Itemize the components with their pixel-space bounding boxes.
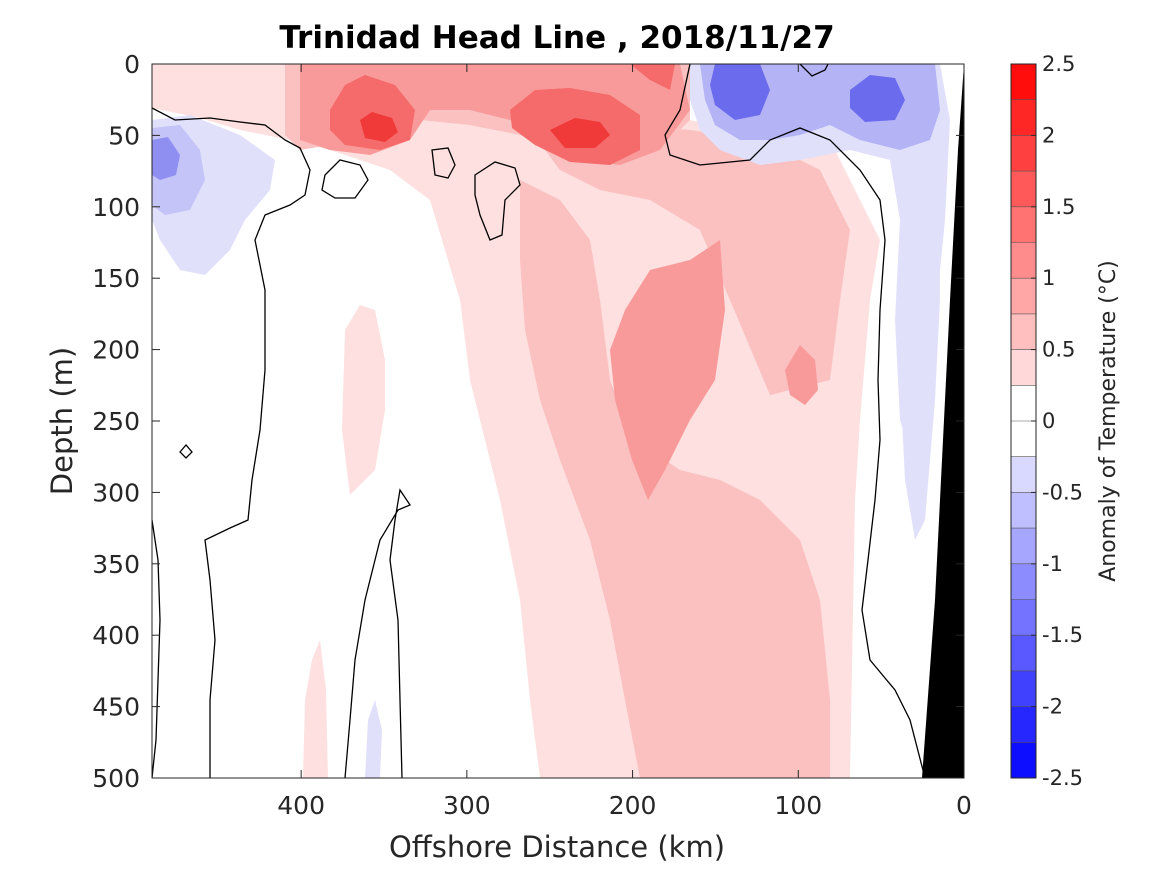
colorbar-bin <box>1011 313 1036 351</box>
colorbar-bin <box>1011 349 1036 386</box>
colorbar-bin <box>1011 635 1036 672</box>
warm-region-2-to-2.5-west <box>360 112 398 142</box>
cool-region-core-140km <box>710 64 770 120</box>
x-tick-label: 400 <box>277 791 325 820</box>
colorbar-tick-label: 0.5 <box>1042 338 1075 362</box>
colorbar: 2.5 2 1.5 1 0.5 0 -0.5 -1 -1.5 -2 -2.5 <box>1010 52 1083 790</box>
cool-region-deep-column <box>365 700 382 778</box>
colorbar-bin <box>1011 206 1036 243</box>
y-tick-label: 250 <box>92 407 140 436</box>
colorbar-bin <box>1011 563 1036 600</box>
y-tick-label: 0 <box>124 50 140 79</box>
colorbar-bin <box>1011 64 1036 101</box>
x-tick-label: 100 <box>774 791 822 820</box>
colorbar-bin <box>1011 171 1036 208</box>
y-tick-label: 350 <box>92 550 140 579</box>
y-tick-label: 500 <box>92 764 140 793</box>
y-axis: 0 50 100 150 200 250 300 350 400 450 500 <box>92 50 964 793</box>
colorbar-bin <box>1011 135 1036 172</box>
colorbar-tick-label: 1 <box>1042 266 1055 290</box>
colorbar-label: Anomaly of Temperature (°C) <box>1096 260 1121 582</box>
colorbar-tick-label: -1 <box>1042 552 1063 576</box>
zero-contour-loop-4 <box>179 444 193 459</box>
warm-region-0-to-0.5-deep <box>303 640 328 778</box>
x-tick-label: 0 <box>956 791 972 820</box>
zero-contour-lines <box>152 64 926 778</box>
warm-region-0.5-to-1-upper <box>530 125 850 395</box>
colorbar-bin <box>1011 492 1036 529</box>
y-axis-label: Depth (m) <box>45 347 79 495</box>
colorbar-tick-label: 2.5 <box>1042 52 1075 76</box>
colorbar-bin <box>1011 242 1036 279</box>
warm-anomaly-regions <box>152 64 880 778</box>
x-axis: 400 300 200 100 0 <box>277 64 972 820</box>
colorbar-bin <box>1011 421 1036 458</box>
zero-contour-upper-east <box>664 64 926 778</box>
colorbar-bin <box>1011 742 1036 779</box>
y-tick-label: 400 <box>92 621 140 650</box>
x-axis-label: Offshore Distance (km) <box>389 830 725 864</box>
warm-region-1-to-1.5-small <box>785 345 818 405</box>
x-tick-label: 200 <box>609 791 657 820</box>
cool-region-offshore-strong <box>152 137 180 180</box>
colorbar-tick-label: -0.5 <box>1042 480 1083 504</box>
warm-region-2-to-2.5-east <box>550 118 610 148</box>
zero-contour-loop-2 <box>431 147 456 179</box>
colorbar-bin <box>1011 456 1036 493</box>
colorbar-bin <box>1011 528 1036 565</box>
warm-region-0-to-0.5-column <box>342 305 385 495</box>
zero-contour-loop-1 <box>321 159 369 199</box>
warm-region-0.5-to-1 <box>520 180 830 778</box>
y-tick-label: 300 <box>92 478 140 507</box>
colorbar-tick-label: 2 <box>1042 123 1055 147</box>
y-tick-label: 150 <box>92 264 140 293</box>
colorbar-bin <box>1011 99 1036 136</box>
colorbar-bin <box>1011 706 1036 743</box>
colorbar-bin <box>1011 599 1036 636</box>
colorbar-bin <box>1011 670 1036 708</box>
colorbar-bin <box>1011 278 1036 315</box>
y-tick-label: 100 <box>92 193 140 222</box>
y-tick-label: 50 <box>108 121 140 150</box>
colorbar-bin <box>1011 385 1036 422</box>
colorbar-tick-label: -2 <box>1042 695 1063 719</box>
cool-region-core-50km <box>850 75 905 122</box>
zero-contour-column-west <box>344 488 411 778</box>
cool-anomaly-regions <box>152 64 950 778</box>
colorbar-tick-label: -2.5 <box>1042 766 1083 790</box>
colorbar-tick-label: 0 <box>1042 409 1055 433</box>
bathymetry-shelf <box>922 64 964 778</box>
chart-title: Trinidad Head Line , 2018/11/27 <box>279 20 834 56</box>
x-tick-label: 300 <box>443 791 491 820</box>
zero-contour-loop-3 <box>474 161 521 241</box>
warm-region-1-to-1.5 <box>610 240 725 500</box>
zero-contour-deep-west <box>152 519 161 778</box>
colorbar-tick-label: 1.5 <box>1042 195 1075 219</box>
y-tick-label: 450 <box>92 693 140 722</box>
cool-region-deep-nearshore <box>900 180 940 540</box>
plot-area <box>152 64 964 778</box>
zero-contour-upper-west <box>152 107 311 778</box>
colorbar-tick-label: -1.5 <box>1042 623 1083 647</box>
zero-contour-loop-5 <box>799 64 829 77</box>
warm-region-1.5-to-2-edge <box>630 64 675 90</box>
y-tick-label: 200 <box>92 336 140 365</box>
